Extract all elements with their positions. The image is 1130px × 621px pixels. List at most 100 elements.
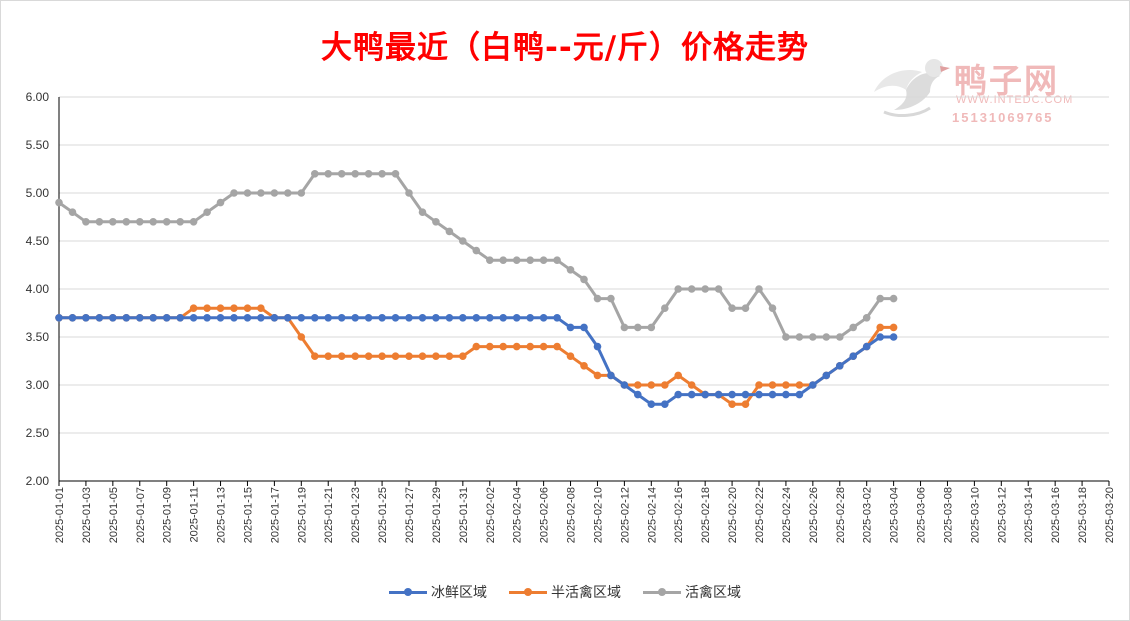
- data-point: [230, 314, 238, 322]
- data-point: [189, 218, 198, 226]
- data-point: [674, 285, 682, 293]
- data-point: [95, 218, 104, 226]
- data-point: [620, 381, 629, 389]
- x-tick-label: 2025-02-26: [808, 487, 820, 543]
- data-point: [459, 314, 467, 322]
- data-point: [82, 218, 90, 226]
- data-point: [136, 314, 144, 322]
- legend-item: 活禽区域: [643, 582, 741, 602]
- data-point: [553, 256, 561, 265]
- data-point: [553, 342, 561, 351]
- data-point: [862, 342, 871, 351]
- x-tick-label: 2025-02-12: [619, 487, 631, 543]
- data-point: [351, 314, 360, 322]
- data-point: [499, 342, 508, 351]
- data-point: [687, 381, 696, 389]
- x-tick-label: 2025-02-28: [835, 487, 847, 543]
- data-point: [176, 314, 184, 322]
- data-point: [149, 218, 157, 226]
- y-tick-label: 4.00: [26, 282, 50, 296]
- x-tick-label: 2025-01-03: [81, 487, 93, 543]
- data-point: [701, 285, 709, 293]
- data-point: [889, 333, 898, 341]
- y-tick-label: 3.00: [26, 378, 50, 392]
- duck-logo-icon: [874, 59, 950, 117]
- data-point: [876, 323, 884, 332]
- x-tick-label: 2025-02-14: [646, 487, 658, 543]
- data-point: [499, 256, 508, 265]
- data-point: [755, 285, 763, 293]
- data-point: [539, 256, 548, 265]
- data-point: [257, 314, 265, 322]
- data-point: [337, 352, 346, 361]
- x-tick-label: 2025-03-12: [996, 487, 1008, 543]
- series-line: [57, 172, 896, 339]
- data-point: [189, 304, 198, 313]
- data-point: [472, 342, 481, 351]
- data-point: [795, 381, 804, 389]
- x-tick-label: 2025-02-02: [485, 487, 497, 543]
- y-tick-label: 5.00: [26, 186, 50, 200]
- x-tick-label: 2025-01-19: [296, 487, 308, 543]
- y-tick-label: 5.50: [26, 138, 50, 152]
- data-point: [432, 314, 440, 322]
- data-point: [216, 198, 225, 207]
- data-point: [405, 189, 413, 197]
- legend-marker: [524, 588, 532, 596]
- data-point: [311, 352, 319, 361]
- data-point: [741, 390, 750, 399]
- data-point: [203, 314, 211, 322]
- data-point: [876, 333, 884, 341]
- data-point: [297, 189, 306, 197]
- data-point: [889, 294, 898, 303]
- x-tick-label: 2025-01-21: [323, 487, 335, 543]
- data-point: [647, 323, 656, 332]
- data-point: [364, 170, 373, 178]
- data-point: [607, 371, 615, 380]
- data-point: [391, 352, 400, 361]
- data-point: [445, 352, 454, 361]
- data-point: [634, 381, 642, 389]
- x-tick-label: 2025-01-27: [404, 487, 416, 543]
- data-point: [661, 400, 669, 409]
- data-point: [297, 333, 306, 341]
- legend-item: 半活禽区域: [509, 582, 621, 602]
- data-point: [580, 362, 588, 370]
- x-tick-label: 2025-01-29: [431, 487, 443, 543]
- data-point: [647, 400, 656, 409]
- data-point: [768, 381, 777, 389]
- data-point: [162, 218, 171, 226]
- x-tick-label: 2025-03-04: [889, 487, 901, 543]
- data-point: [55, 198, 63, 207]
- data-point: [486, 342, 494, 351]
- data-point: [378, 314, 386, 322]
- data-point: [257, 304, 265, 313]
- data-point: [486, 256, 494, 265]
- x-tick-label: 2025-03-16: [1050, 487, 1062, 543]
- data-point: [714, 285, 723, 293]
- data-point: [580, 323, 588, 332]
- watermark-brand: 鸭子网: [954, 61, 1059, 100]
- data-point: [364, 352, 373, 361]
- x-tick-label: 2025-01-05: [108, 487, 120, 543]
- data-point: [876, 294, 884, 303]
- x-tick-label: 2025-01-17: [269, 487, 281, 543]
- chart-title: 大鸭最近（白鸭--元/斤）价格走势: [320, 30, 810, 66]
- y-tick-label: 3.50: [26, 330, 50, 344]
- data-point: [674, 390, 682, 399]
- data-point: [68, 314, 77, 322]
- data-point: [714, 390, 723, 399]
- data-point: [822, 333, 831, 341]
- data-point: [216, 304, 225, 313]
- data-point: [418, 208, 427, 216]
- data-point: [620, 323, 629, 332]
- data-point: [337, 170, 346, 178]
- data-point: [311, 314, 319, 322]
- data-point: [849, 323, 857, 332]
- x-tick-label: 2025-03-06: [916, 487, 928, 543]
- x-tick-label: 2025-01-31: [458, 487, 470, 543]
- data-point: [284, 314, 292, 322]
- data-point: [566, 323, 575, 332]
- x-tick-label: 2025-02-06: [539, 487, 551, 543]
